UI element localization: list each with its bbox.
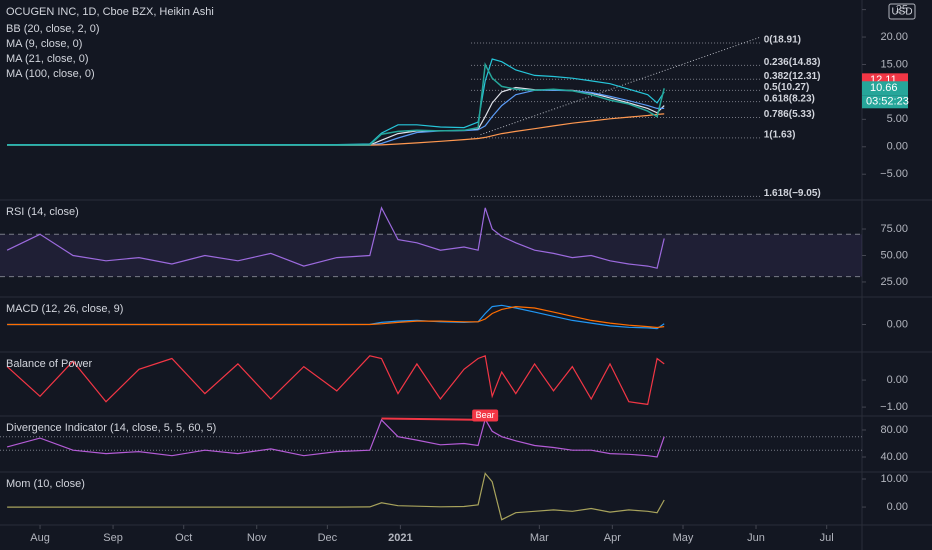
y-tick-label: 80.00 — [880, 424, 908, 436]
y-tick-label: 50.00 — [880, 249, 908, 261]
y-tick-label: 20.00 — [880, 31, 908, 43]
y-tick-label: 0.00 — [887, 374, 908, 386]
price-tag-label: 10.66 — [870, 82, 898, 94]
divergence-line — [381, 417, 486, 421]
series-line — [6, 417, 665, 458]
band-fill — [0, 234, 862, 277]
legend-entry: MA (21, close, 0) — [6, 53, 89, 65]
x-tick-label: Oct — [175, 532, 192, 544]
y-tick-label: 0.00 — [887, 141, 908, 153]
countdown-box — [862, 95, 908, 109]
legend-entry: MA (100, close, 0) — [6, 68, 95, 80]
fib-label: 0.786(5.33) — [764, 109, 815, 120]
x-tick-label: Jun — [747, 532, 765, 544]
currency-box — [888, 3, 916, 20]
currency: USD — [891, 7, 912, 18]
series-line — [7, 472, 665, 521]
fib-label: 1(1.63) — [764, 129, 796, 140]
x-tick-label: Sep — [103, 532, 123, 544]
marker-label: Bear — [476, 410, 495, 420]
series-line — [6, 354, 665, 406]
y-tick-label: 0.00 — [887, 318, 908, 330]
x-tick-label: Mar — [530, 532, 549, 544]
price-tag — [862, 81, 908, 96]
x-tick-label: Apr — [604, 532, 621, 544]
x-tick-label: Jul — [820, 532, 834, 544]
x-tick-label: Aug — [30, 532, 50, 544]
legend-entry: MA (9, close, 0) — [6, 38, 82, 50]
y-tick-label: 5.00 — [887, 113, 908, 125]
fib-label: 1.618(−9.05) — [764, 188, 821, 199]
y-tick-label: 25.00 — [880, 276, 908, 288]
y-tick-label: 75.00 — [880, 223, 908, 235]
y-tick-label: 0.00 — [887, 501, 908, 513]
countdown: 03:52:23 — [866, 96, 909, 108]
y-tick-label: 15.00 — [880, 58, 908, 70]
pane-title: Mom (10, close) — [6, 478, 85, 490]
pane-title: Balance of Power — [6, 358, 93, 370]
fib-label: 0.618(8.23) — [764, 93, 815, 104]
y-tick-label: −5.00 — [880, 168, 908, 180]
price-line — [7, 61, 665, 146]
y-tick-label: 40.00 — [880, 451, 908, 463]
x-tick-label: Nov — [247, 532, 267, 544]
fib-label: 0.5(10.27) — [764, 82, 810, 93]
x-tick-label: Dec — [318, 532, 338, 544]
y-tick-label: 10.00 — [880, 473, 908, 485]
y-tick-label: −1.00 — [880, 401, 908, 413]
fib-label: 0.382(12.31) — [764, 71, 821, 82]
fib-label: 0(18.91) — [764, 35, 801, 46]
x-tick-label: 2021 — [388, 532, 412, 544]
pane-title: Divergence Indicator (14, close, 5, 5, 6… — [6, 422, 216, 434]
x-tick-label: May — [673, 532, 694, 544]
legend-entry: BB (20, close, 2, 0) — [6, 23, 100, 35]
series-line — [6, 206, 665, 269]
pane-title: MACD (12, 26, close, 9) — [6, 303, 123, 315]
fib-label: 0.236(14.83) — [764, 57, 821, 68]
pane-title: RSI (14, close) — [6, 206, 79, 218]
series-line — [7, 305, 665, 329]
pane-title: OCUGEN INC, 1D, Cboe BZX, Heikin Ashi — [6, 6, 214, 18]
y-tick-label: 25 — [896, 4, 908, 16]
marker-box — [472, 409, 499, 422]
